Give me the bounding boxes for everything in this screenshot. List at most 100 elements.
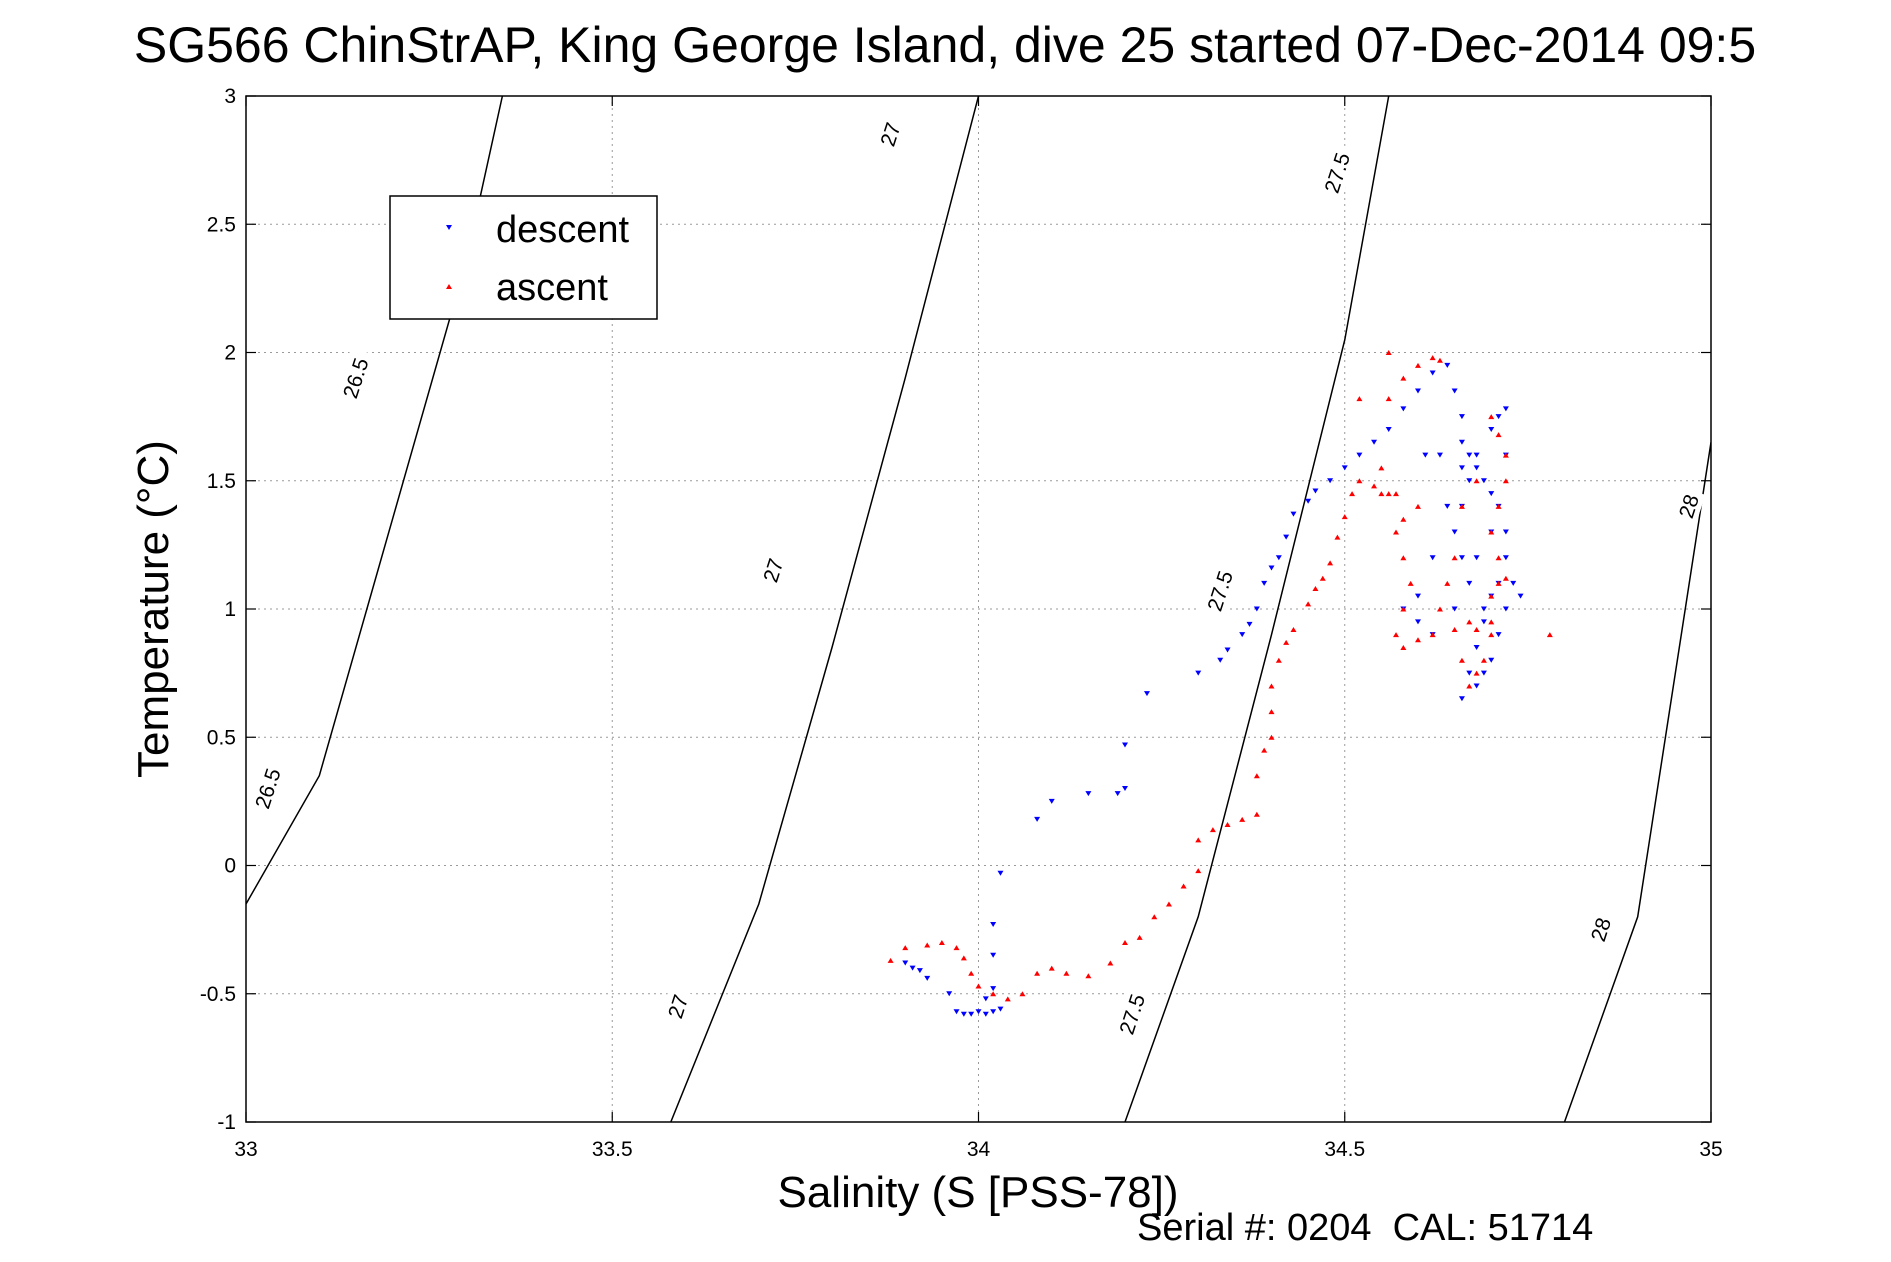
ascent-point — [1488, 414, 1495, 420]
descent-point — [1473, 555, 1480, 561]
ascent-point — [1180, 883, 1187, 889]
descent-point — [1517, 593, 1524, 599]
descent-point — [1283, 534, 1290, 540]
ascent-point — [1415, 637, 1421, 643]
ascent-point — [1473, 670, 1480, 676]
descent-point — [1451, 388, 1458, 394]
ascent-point — [1393, 491, 1400, 497]
descent-point — [975, 1009, 982, 1015]
x-axis-ticks: 33 33.5 34 34.5 35 — [234, 96, 1723, 1161]
descent-point — [1415, 388, 1421, 394]
contour-label: 27.5 — [1110, 983, 1153, 1045]
descent-point — [1444, 503, 1451, 509]
ascent-point — [1004, 996, 1011, 1002]
ascent-point — [1495, 580, 1502, 586]
ascent-point — [1473, 478, 1480, 484]
ascent-point — [1415, 503, 1421, 509]
ascent-point — [1195, 868, 1202, 874]
ascent-point — [1253, 773, 1260, 779]
descent-point — [1458, 696, 1465, 702]
contour-label: 27 — [872, 114, 907, 154]
density-contour-28 — [1563, 442, 1711, 1122]
contour-label-bg — [1582, 910, 1618, 949]
ascent-point — [1356, 396, 1363, 402]
descent-point — [1275, 555, 1282, 561]
ascent-point — [1429, 355, 1436, 361]
ascent-point — [924, 942, 931, 948]
ascent-point — [1546, 632, 1553, 638]
contour-label-text: 27.5 — [1321, 150, 1356, 196]
contour-label-text: 26.5 — [339, 355, 374, 401]
x-axis-label: Salinity (S [PSS-78]) — [777, 1168, 1178, 1217]
ascent-point — [1136, 934, 1143, 940]
ascent-point — [1253, 811, 1260, 817]
ascent-point — [968, 970, 975, 976]
descent-point — [1480, 670, 1487, 676]
descent-point — [1268, 565, 1275, 571]
ascent-point — [1165, 901, 1172, 907]
ascent-point — [1488, 632, 1495, 638]
contour-label-text: 26.5 — [251, 766, 286, 812]
descent-point — [1341, 465, 1348, 471]
ascent-point — [1261, 747, 1268, 753]
ascent-point — [1451, 555, 1458, 561]
contour-label-bg — [872, 114, 907, 154]
contour-label-bg — [333, 347, 376, 409]
descent-point — [1429, 370, 1436, 376]
ascent-point — [1283, 639, 1290, 645]
descent-point — [1510, 580, 1517, 586]
ascent-point — [960, 955, 967, 961]
ascent-point — [1436, 357, 1443, 363]
descent-point — [1466, 670, 1473, 676]
descent-point — [1385, 426, 1392, 432]
descent-point — [1246, 621, 1253, 627]
descent-point — [968, 1011, 975, 1017]
descent-point — [1473, 452, 1480, 458]
ascent-point — [1436, 606, 1443, 612]
descent-point — [1429, 555, 1436, 561]
contour-label: 27.5 — [1315, 141, 1358, 204]
contour-label: 27.5 — [1198, 560, 1241, 622]
ascent-point — [1371, 483, 1378, 489]
descent-point — [1502, 529, 1509, 535]
ascent-point — [1122, 939, 1128, 945]
descent-point — [1466, 478, 1473, 484]
contour-label: 28 — [1582, 910, 1618, 949]
ascent-point — [1378, 491, 1385, 497]
ascent-point — [1400, 555, 1407, 561]
ascent-point — [1495, 503, 1502, 509]
descent-point — [1305, 498, 1312, 504]
descent-point — [1122, 742, 1128, 748]
ascent-point — [1268, 709, 1275, 715]
ascent-point — [1466, 619, 1473, 625]
descent-point — [1239, 632, 1246, 638]
descent-point — [1458, 465, 1465, 471]
ascent-point — [1495, 555, 1502, 561]
contour-label: 26.5 — [246, 757, 289, 819]
descent-point — [990, 952, 997, 958]
descent-point — [1495, 632, 1502, 638]
ascent-point — [1378, 465, 1385, 471]
descent-point — [1224, 647, 1231, 653]
ascent-point — [1275, 657, 1282, 663]
ascent-point — [1151, 914, 1158, 920]
x-tick-label: 35 — [1699, 1138, 1722, 1161]
ascent-point — [1466, 683, 1473, 689]
descent-point — [946, 991, 953, 997]
descent-point — [1480, 606, 1487, 612]
descent-point — [1480, 478, 1487, 484]
descent-point — [1488, 426, 1495, 432]
ascent-point — [1407, 580, 1414, 586]
ascent-point — [1400, 375, 1407, 381]
contour-label: 28 — [1670, 486, 1706, 526]
ascent-point — [1502, 452, 1509, 458]
y-tick-label: 0 — [224, 855, 236, 878]
ascent-point — [1415, 362, 1421, 368]
y-tick-label: 3 — [224, 85, 236, 108]
ascent-point — [1268, 734, 1275, 740]
contour-label: 27 — [659, 987, 695, 1026]
ascent-point — [1385, 350, 1392, 355]
descent-point — [1143, 691, 1150, 697]
ascent-point — [1239, 816, 1246, 822]
